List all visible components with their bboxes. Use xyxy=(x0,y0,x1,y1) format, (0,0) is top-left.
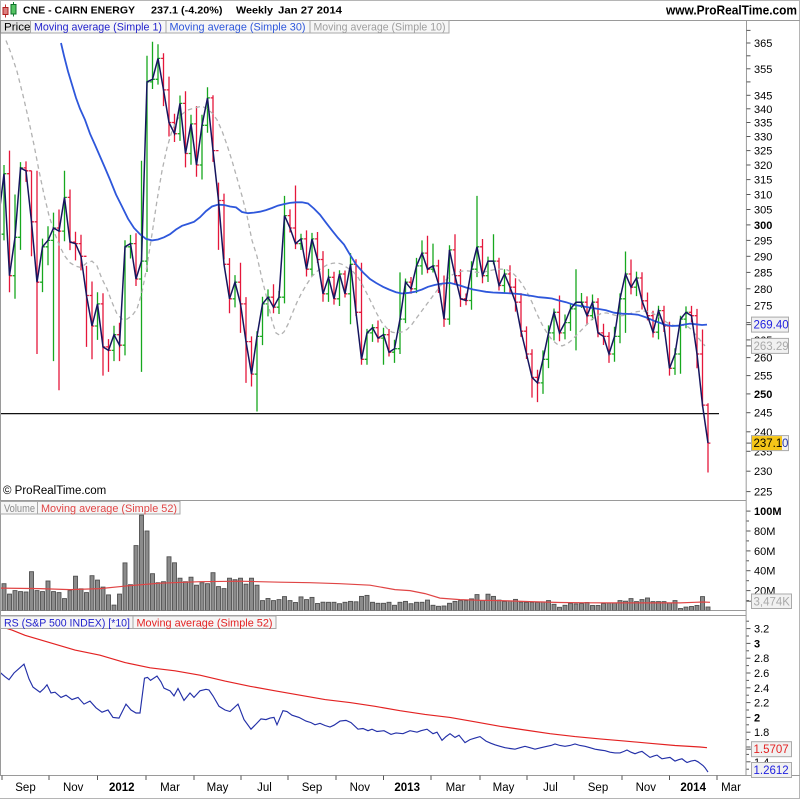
svg-text:310: 310 xyxy=(754,190,772,202)
svg-text:Mar: Mar xyxy=(446,782,466,794)
svg-text:237.1: 237.1 xyxy=(754,438,783,450)
svg-text:345: 345 xyxy=(754,90,772,102)
svg-text:340: 340 xyxy=(754,104,772,116)
svg-text:Moving average (Simple 10): Moving average (Simple 10) xyxy=(314,22,446,34)
svg-text:Volume: Volume xyxy=(4,503,35,515)
svg-text:1.2612: 1.2612 xyxy=(754,765,789,777)
svg-text:1.8: 1.8 xyxy=(754,727,769,739)
svg-text:245: 245 xyxy=(754,408,772,420)
svg-text:290: 290 xyxy=(754,251,772,263)
svg-text:Nov: Nov xyxy=(636,782,657,794)
svg-text:Jul: Jul xyxy=(543,782,558,794)
svg-text:100M: 100M xyxy=(754,506,782,518)
svg-text:237.1 (-4.20%): 237.1 (-4.20%) xyxy=(151,5,223,17)
svg-text:Weekly: Weekly xyxy=(236,5,273,17)
svg-text:365: 365 xyxy=(754,38,772,50)
svg-text:May: May xyxy=(207,782,229,794)
svg-text:300: 300 xyxy=(754,220,772,232)
svg-text:2.4: 2.4 xyxy=(754,683,769,695)
svg-text:Jan 27 2014: Jan 27 2014 xyxy=(278,5,342,17)
svg-text:305: 305 xyxy=(754,205,772,217)
svg-text:Sep: Sep xyxy=(302,782,322,794)
svg-text:3: 3 xyxy=(754,638,760,650)
svg-text:Mar: Mar xyxy=(160,782,180,794)
svg-text:280: 280 xyxy=(754,284,772,296)
svg-text:2013: 2013 xyxy=(394,782,420,794)
svg-text:2.8: 2.8 xyxy=(754,653,769,665)
svg-text:2012: 2012 xyxy=(109,782,135,794)
svg-text:2.2: 2.2 xyxy=(754,698,769,710)
svg-text:255: 255 xyxy=(754,371,772,383)
svg-text:260: 260 xyxy=(754,353,772,365)
svg-text:Mar: Mar xyxy=(721,782,741,794)
svg-text:www.ProRealTime.com: www.ProRealTime.com xyxy=(665,4,797,18)
svg-text:Price: Price xyxy=(4,22,31,34)
svg-text:3,474K: 3,474K xyxy=(754,597,791,609)
svg-text:250: 250 xyxy=(754,389,772,401)
svg-text:230: 230 xyxy=(754,466,772,478)
svg-text:325: 325 xyxy=(754,146,772,158)
svg-text:Sep: Sep xyxy=(15,782,35,794)
svg-text:40M: 40M xyxy=(754,566,775,578)
svg-text:269.40: 269.40 xyxy=(754,320,789,332)
svg-text:Moving average (Simple 30): Moving average (Simple 30) xyxy=(170,22,306,34)
svg-text:285: 285 xyxy=(754,267,772,279)
svg-text:315: 315 xyxy=(754,175,772,187)
svg-text:RS (S&P 500 INDEX) [*10]: RS (S&P 500 INDEX) [*10] xyxy=(4,618,130,630)
svg-text:355: 355 xyxy=(754,64,772,76)
svg-text:335: 335 xyxy=(754,118,772,130)
svg-text:Moving average (Simple 52): Moving average (Simple 52) xyxy=(137,618,273,630)
svg-text:Jul: Jul xyxy=(257,782,272,794)
svg-text:320: 320 xyxy=(754,160,772,172)
svg-text:80M: 80M xyxy=(754,526,775,538)
svg-text:295: 295 xyxy=(754,235,772,247)
svg-text:Nov: Nov xyxy=(350,782,371,794)
svg-text:2014: 2014 xyxy=(680,782,706,794)
svg-text:275: 275 xyxy=(754,301,772,313)
svg-text:Moving average (Simple 1): Moving average (Simple 1) xyxy=(34,22,162,34)
svg-text:Sep: Sep xyxy=(588,782,608,794)
svg-text:1.5707: 1.5707 xyxy=(754,744,789,756)
svg-text:2: 2 xyxy=(754,712,760,724)
svg-text:0: 0 xyxy=(782,438,788,450)
svg-text:60M: 60M xyxy=(754,546,775,558)
svg-text:© ProRealTime.com: © ProRealTime.com xyxy=(3,485,106,497)
svg-text:Moving average (Simple 52): Moving average (Simple 52) xyxy=(41,503,177,515)
svg-text:May: May xyxy=(493,782,515,794)
svg-text:330: 330 xyxy=(754,132,772,144)
svg-text:3.2: 3.2 xyxy=(754,624,769,636)
svg-text:225: 225 xyxy=(754,487,772,499)
svg-text:Nov: Nov xyxy=(63,782,84,794)
svg-text:263.29: 263.29 xyxy=(754,341,789,353)
svg-text:2.6: 2.6 xyxy=(754,668,769,680)
svg-text:CNE - CAIRN ENERGY: CNE - CAIRN ENERGY xyxy=(23,5,135,17)
